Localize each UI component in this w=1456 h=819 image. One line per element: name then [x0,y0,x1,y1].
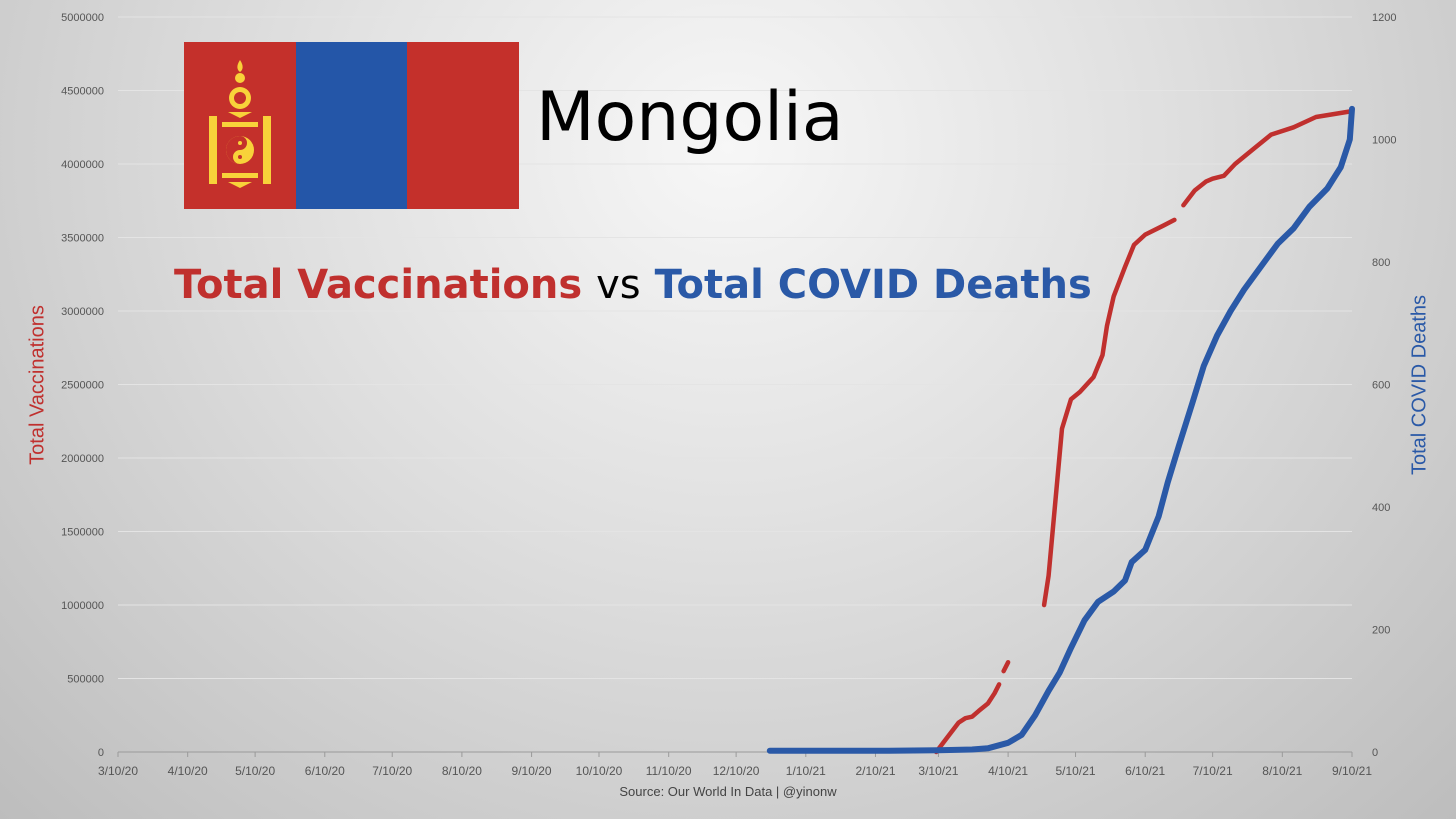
x-axis-ticks: 3/10/20 4/10/20 5/10/20 6/10/20 7/10/20 8/10/… [98,752,1372,778]
left-y-tick-label: 5000000 [61,12,104,24]
x-tick-label: 4/10/20 [168,764,208,778]
x-tick-label: 4/10/21 [988,764,1028,778]
vaccinations-series-line [1001,660,1011,674]
left-y-tick-label: 3500000 [61,233,104,245]
right-y-tick-label: 400 [1372,502,1390,514]
right-y-tick-label: 1200 [1372,12,1396,24]
x-tick-label: 3/10/21 [918,764,958,778]
left-y-tick-label: 1500000 [61,527,104,539]
right-y-axis-label: Total COVID Deaths [1408,294,1431,476]
x-tick-label: 6/10/20 [305,764,345,778]
x-tick-label: 10/10/20 [576,764,623,778]
right-y-tick-label: 0 [1372,747,1378,759]
chart-title: Mongolia [536,78,844,157]
mongolia-flag-icon [184,42,519,209]
left-y-tick-label: 0 [98,747,104,759]
right-y-axis-ticks: 0 200 400 600 800 1000 1200 [1372,12,1396,759]
right-y-tick-label: 800 [1372,257,1390,269]
x-tick-label: 5/10/20 [235,764,275,778]
subtitle-vaccinations: Total Vaccinations [174,262,583,308]
vaccinations-series-line [1041,217,1177,608]
x-tick-label: 9/10/20 [512,764,552,778]
vaccinations-series-line [933,682,1002,755]
left-y-tick-label: 1000000 [61,600,104,612]
x-tick-label: 8/10/21 [1262,764,1302,778]
x-tick-label: 9/10/21 [1332,764,1372,778]
x-tick-label: 11/10/20 [646,764,692,778]
subtitle-deaths: Total COVID Deaths [654,262,1092,308]
left-y-axis-label: Total Vaccinations [26,305,49,465]
deaths-series-line [766,105,1355,754]
left-y-tick-label: 4000000 [61,159,104,171]
x-tick-label: 5/10/21 [1056,764,1096,778]
chart-subtitle: Total Vaccinations vs Total COVID Deaths [174,262,1092,308]
x-tick-label: 2/10/21 [855,764,895,778]
gridlines [118,16,1352,753]
x-tick-label: 1/10/21 [786,764,826,778]
x-tick-label: 3/10/20 [98,764,138,778]
right-y-tick-label: 600 [1372,380,1390,392]
x-tick-label: 7/10/20 [372,764,412,778]
x-tick-label: 6/10/21 [1125,764,1165,778]
left-y-tick-label: 500000 [67,674,104,686]
left-y-axis-ticks: 0 500000 1000000 1500000 2000000 2500000 30000… [61,12,104,759]
left-y-tick-label: 4500000 [61,86,104,98]
left-y-tick-label: 2000000 [61,453,104,465]
right-y-tick-label: 200 [1372,625,1390,637]
right-y-tick-label: 1000 [1372,135,1396,147]
x-tick-label: 8/10/20 [442,764,482,778]
series-lines [766,105,1355,755]
x-tick-label: 12/10/20 [713,764,760,778]
vaccinations-series-line [1181,108,1355,208]
left-y-tick-label: 2500000 [61,380,104,392]
subtitle-vs: vs [596,262,641,308]
left-y-tick-label: 3000000 [61,306,104,318]
source-caption: Source: Our World In Data | @yinonw [619,784,837,799]
x-tick-label: 7/10/21 [1193,764,1233,778]
